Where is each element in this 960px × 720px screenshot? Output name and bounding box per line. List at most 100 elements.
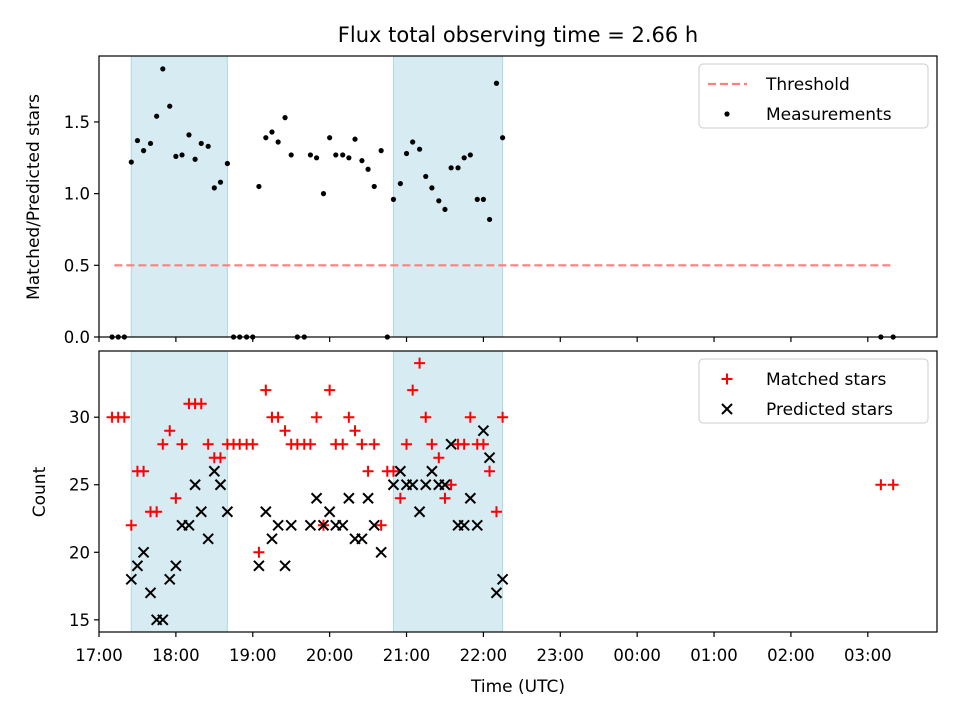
predicted-stars-point <box>310 492 323 504</box>
matched-stars-point <box>304 438 316 450</box>
bottom-y-axis-label: Count <box>30 466 50 517</box>
matched-stars-point <box>387 465 399 477</box>
predicted-stars-point <box>189 479 201 491</box>
predicted-stars-point <box>285 519 297 531</box>
predicted-stars-point <box>394 465 407 477</box>
x-tick-label: 23:00 <box>537 646 585 665</box>
measurement-point <box>307 152 314 158</box>
predicted-stars-point <box>490 587 503 599</box>
measurement-point <box>474 196 480 202</box>
measurement-point <box>365 166 371 172</box>
measurement-point <box>320 191 327 197</box>
predicted-stars-point <box>304 519 317 531</box>
bottom-axes-frame <box>98 350 938 633</box>
measurement-point <box>269 129 275 135</box>
x-tick-label: 18:00 <box>152 646 200 665</box>
measurement-point <box>352 136 358 142</box>
legend-matched-handle <box>721 373 733 385</box>
top-panel: 0.0 0.5 1.0 1.5 Threshold Measurements <box>64 55 938 347</box>
measurement-point <box>390 196 397 202</box>
measurement-point <box>186 132 192 138</box>
top-y-axis-label: Matched/Predicted stars <box>24 94 44 300</box>
measurement-point <box>167 103 173 109</box>
matched-stars-point <box>311 411 323 423</box>
top-y-tick-label: 1.5 <box>64 113 90 132</box>
matched-stars-point <box>279 425 291 437</box>
measurement-point <box>211 185 217 191</box>
matched-stars-point <box>426 438 438 450</box>
bottom-y-tick-label: 20 <box>69 543 90 562</box>
x-tick-label: 21:00 <box>383 646 431 665</box>
measurement-point <box>134 137 141 144</box>
measurement-point <box>192 156 198 162</box>
matched-stars-point <box>394 492 406 504</box>
predicted-stars-point <box>279 560 291 572</box>
predicted-stars-point <box>183 519 195 531</box>
matched-stars-point <box>343 411 355 423</box>
matched-stars-point <box>170 492 182 504</box>
matched-stars-point <box>202 438 214 450</box>
matched-stars-point <box>484 465 496 477</box>
predicted-stars-point <box>464 492 477 504</box>
matched-stars-point <box>439 492 451 504</box>
matched-stars-point <box>176 438 188 450</box>
matched-stars-point <box>464 411 476 423</box>
matched-stars-point <box>356 438 368 450</box>
measurement-point <box>313 155 320 161</box>
top-shaded-span-1 <box>392 55 504 338</box>
predicted-stars-point <box>477 424 490 437</box>
matched-stars-point <box>433 452 445 464</box>
predicted-stars-point <box>202 533 214 545</box>
predicted-stars-point <box>317 519 330 531</box>
measurement-point <box>160 66 166 72</box>
measurement-point <box>147 140 154 147</box>
measurement-point <box>224 160 230 167</box>
measurement-point <box>397 180 403 187</box>
matched-stars-point <box>164 425 176 437</box>
measurement-point <box>423 173 429 180</box>
matched-stars-point <box>125 519 137 531</box>
matched-stars-point <box>157 438 169 450</box>
predicted-stars-point <box>362 492 374 504</box>
measurement-point <box>198 140 204 147</box>
measurement-point <box>179 152 185 158</box>
bottom-legend-box <box>698 358 929 424</box>
measurement-point <box>455 165 461 171</box>
matched-stars-point <box>337 438 349 450</box>
predicted-stars-point <box>426 465 438 477</box>
chart-title: Flux total observing time = 2.66 h <box>338 23 698 47</box>
predicted-stars-point <box>266 533 278 545</box>
matched-stars-point <box>118 411 130 423</box>
bottom-legend-label: Matched stars <box>766 370 886 390</box>
predicted-stars-point <box>343 492 355 504</box>
matched-stars-point <box>875 479 887 491</box>
x-tick-label: 22:00 <box>460 646 508 665</box>
predicted-stars-point <box>195 506 207 518</box>
matched-stars-point <box>195 398 207 410</box>
matched-stars-point <box>151 506 163 518</box>
measurement-point <box>333 152 339 158</box>
x-tick-label: 01:00 <box>690 646 738 665</box>
predicted-stars-point <box>375 546 387 559</box>
predicted-stars-point <box>406 479 419 491</box>
top-shaded-span-0 <box>130 55 228 338</box>
measurement-point <box>263 135 269 141</box>
predicted-stars-point <box>260 506 272 518</box>
measurement-point <box>442 206 448 213</box>
legend-measurements-handle <box>724 111 730 117</box>
predicted-stars-point <box>131 560 144 572</box>
matched-stars-point <box>247 438 259 450</box>
top-legend-label: Threshold <box>765 75 850 95</box>
predicted-stars-point <box>387 479 400 491</box>
top-legend-box <box>698 63 929 129</box>
predicted-stars-point <box>157 614 169 626</box>
measurement-point <box>327 135 333 141</box>
matched-stars-point <box>324 384 336 396</box>
measurement-point <box>461 155 467 161</box>
measurement-point <box>500 135 506 141</box>
measurement-point <box>154 113 160 119</box>
matched-stars-point <box>477 438 489 450</box>
measurement-point <box>128 159 134 165</box>
predicted-stars-point <box>208 465 221 477</box>
top-y-tick-label: 1.0 <box>64 185 90 204</box>
